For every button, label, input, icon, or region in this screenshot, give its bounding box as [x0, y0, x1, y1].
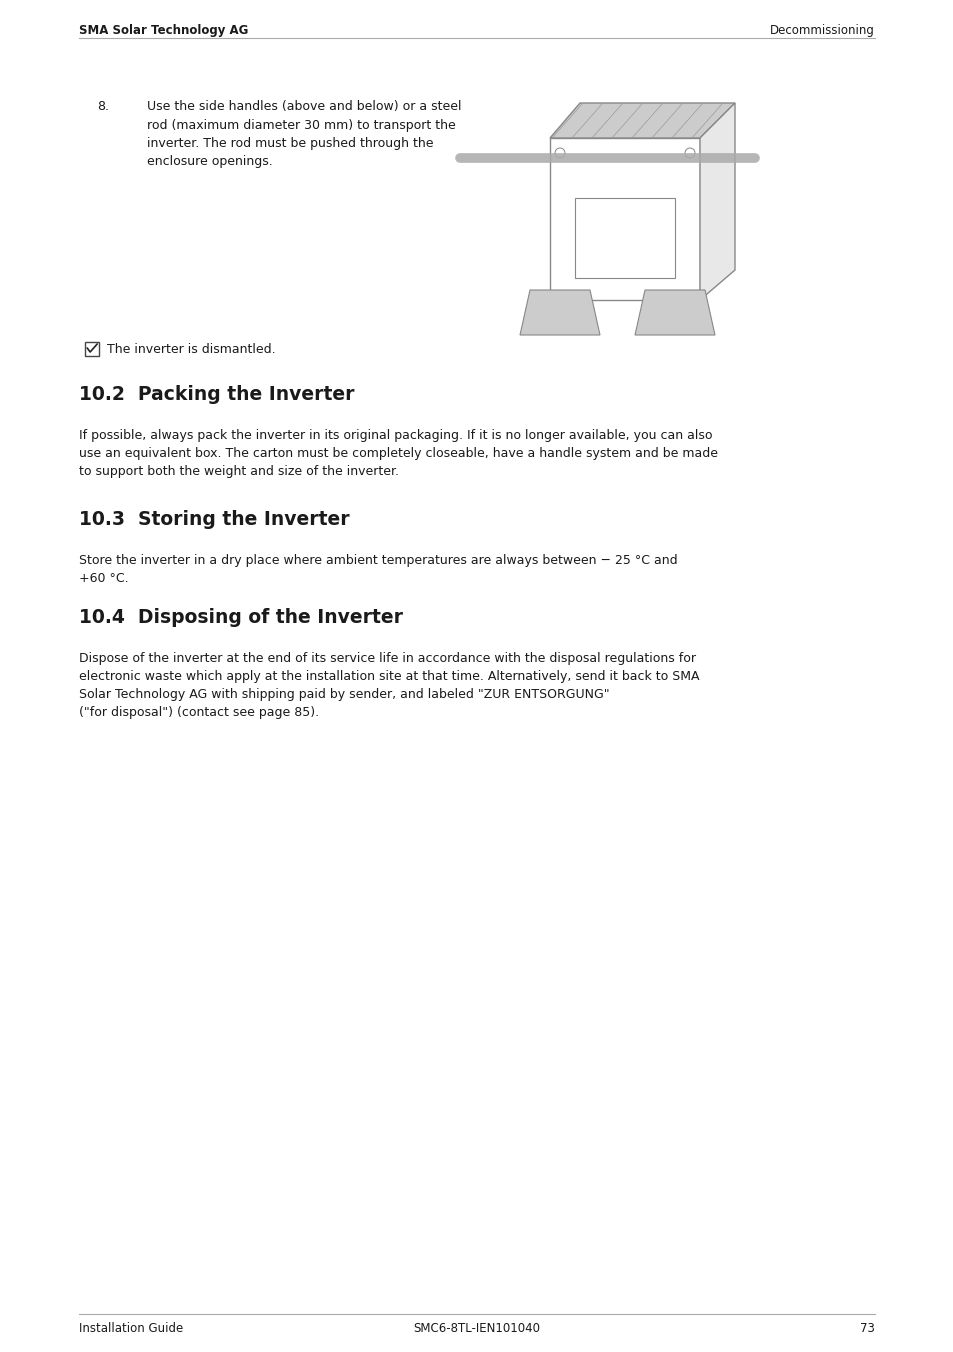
Text: Dispose of the inverter at the end of its service life in accordance with the di: Dispose of the inverter at the end of it…	[79, 652, 699, 719]
Polygon shape	[700, 103, 734, 300]
Text: Store the inverter in a dry place where ambient temperatures are always between : Store the inverter in a dry place where …	[79, 554, 677, 585]
Text: 10.2  Packing the Inverter: 10.2 Packing the Inverter	[79, 385, 355, 404]
Polygon shape	[635, 289, 714, 335]
Text: Use the side handles (above and below) or a steel
rod (maximum diameter 30 mm) t: Use the side handles (above and below) o…	[147, 100, 461, 169]
Text: SMC6-8TL-IEN101040: SMC6-8TL-IEN101040	[413, 1322, 540, 1334]
Text: If possible, always pack the inverter in its original packaging. If it is no lon: If possible, always pack the inverter in…	[79, 429, 718, 479]
Text: 10.4  Disposing of the Inverter: 10.4 Disposing of the Inverter	[79, 608, 403, 627]
Text: Installation Guide: Installation Guide	[79, 1322, 183, 1334]
Bar	[85, 342, 99, 356]
Text: SMA Solar Technology AG: SMA Solar Technology AG	[79, 24, 249, 37]
Polygon shape	[519, 289, 599, 335]
Text: 8.: 8.	[97, 100, 109, 114]
Text: 73: 73	[859, 1322, 874, 1334]
Text: 10.3  Storing the Inverter: 10.3 Storing the Inverter	[79, 510, 350, 529]
Text: Decommissioning: Decommissioning	[769, 24, 874, 37]
Polygon shape	[550, 103, 734, 138]
Text: The inverter is dismantled.: The inverter is dismantled.	[107, 343, 275, 356]
